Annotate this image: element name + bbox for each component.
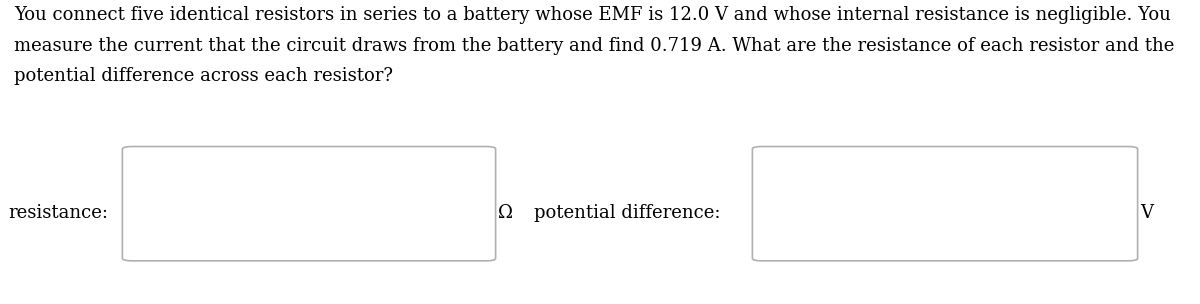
- Text: You connect five identical resistors in series to a battery whose EMF is 12.0 V : You connect five identical resistors in …: [14, 6, 1175, 85]
- FancyBboxPatch shape: [752, 147, 1138, 261]
- FancyBboxPatch shape: [122, 147, 496, 261]
- Text: Ω: Ω: [498, 204, 514, 222]
- Text: potential difference:: potential difference:: [534, 204, 720, 222]
- Text: resistance:: resistance:: [8, 204, 108, 222]
- Text: V: V: [1140, 204, 1153, 222]
